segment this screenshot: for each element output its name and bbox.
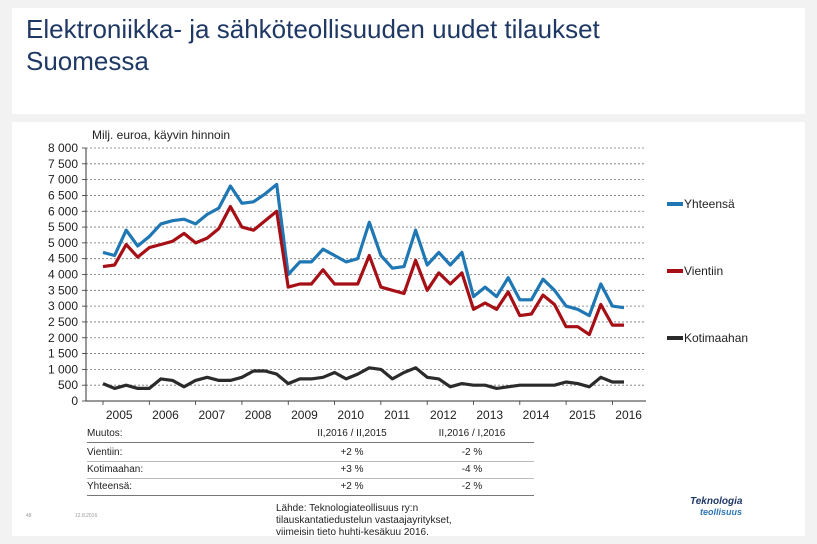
y-tick-label: 7 500 — [48, 157, 78, 171]
legend-label-kotimaahan: Kotimaahan — [684, 331, 748, 345]
x-tick-label: 2012 — [430, 408, 457, 422]
source-line1: Lähde: Teknologiateollisuus ry:n tilausk… — [276, 503, 452, 526]
y-tick-label: 6 000 — [48, 204, 78, 218]
table-row-col1: +3 % — [340, 464, 364, 475]
y-tick-label: 8 000 — [48, 141, 78, 155]
y-tick-label: 3 500 — [48, 283, 78, 297]
y-tick-label: 2 500 — [48, 315, 78, 329]
source-line2: viimeisin tieto huhti-kesäkuu 2016. — [276, 527, 429, 538]
legend-label-vientiin: Vientiin — [684, 264, 723, 278]
table-header-col1: II,2016 / II,2015 — [317, 428, 387, 439]
y-tick-label: 4 500 — [48, 252, 78, 266]
x-tick-label: 2011 — [384, 408, 410, 422]
x-tick-label: 2010 — [337, 408, 364, 422]
y-tick-label: 4 000 — [48, 268, 78, 282]
slide-date: 12.8.2016 — [75, 513, 98, 519]
source-note: Lähde: Teknologiateollisuus ry:n tilausk… — [276, 503, 496, 539]
company-logo: Teknologia teollisuus — [690, 496, 780, 520]
slide-title: Elektroniikka- ja sähköteollisuuden uude… — [26, 13, 786, 77]
legend-label-yhteens-: Yhteensä — [684, 197, 735, 211]
slide-title-line1: Elektroniikka- ja sähköteollisuuden uude… — [26, 14, 600, 44]
slide-title-line2: Suomessa — [26, 46, 149, 76]
x-tick-label: 2013 — [476, 408, 503, 422]
y-tick-label: 5 500 — [48, 220, 78, 234]
x-tick-label: 2009 — [291, 408, 318, 422]
table-header-row: Muutos: II,2016 / II,2015 II,2016 / I,20… — [87, 425, 534, 443]
logo-line2: teollisuus — [700, 507, 743, 517]
table-row-col2: -2 % — [461, 481, 483, 492]
table-row-label: Yhteensä: — [87, 481, 133, 492]
y-tick-label: 1 000 — [48, 362, 78, 376]
table-row-col1: +2 % — [340, 481, 364, 492]
series-line-yhteens- — [102, 182, 625, 318]
table-row-col2: -2 % — [461, 447, 483, 458]
y-tick-label: 5 000 — [48, 236, 78, 250]
y-tick-label: 3 000 — [48, 299, 78, 313]
y-tick-label: 6 500 — [48, 188, 78, 202]
x-tick-label: 2008 — [245, 408, 272, 422]
table-row-col2: -4 % — [461, 464, 483, 475]
x-tick-label: 2005 — [106, 408, 133, 422]
y-tick-label: 1 500 — [48, 347, 78, 361]
y-tick-label: 0 — [71, 394, 78, 408]
title-area — [12, 8, 805, 114]
page-number: 48 — [26, 513, 32, 519]
x-tick-label: 2006 — [152, 408, 179, 422]
table-row-label: Kotimaahan: — [87, 464, 144, 475]
table-row: Kotimaahan: +3 % -4 % — [87, 461, 534, 479]
table-row-col1: +2 % — [340, 447, 364, 458]
y-tick-label: 2 000 — [48, 331, 78, 345]
x-tick-label: 2007 — [198, 408, 225, 422]
x-tick-label: 2015 — [569, 408, 596, 422]
y-tick-label: 500 — [58, 378, 78, 392]
table-header-col2: II,2016 / I,2016 — [438, 428, 506, 439]
table-row-label: Vientiin: — [87, 447, 123, 458]
table-row: Yhteensä: +2 % -2 % — [87, 478, 534, 496]
table-header-label: Muutos: — [87, 428, 123, 439]
x-tick-label: 2016 — [615, 408, 642, 422]
y-tick-label: 7 000 — [48, 173, 78, 187]
chart-panel — [12, 122, 805, 536]
table-row: Vientiin: +2 % -2 % — [87, 444, 534, 462]
series-line-vientiin — [102, 204, 624, 337]
x-tick-label: 2014 — [523, 408, 550, 422]
series-line-kotimaahan — [102, 366, 624, 390]
logo-line1: Teknologia — [690, 496, 743, 507]
y-axis-label: Milj. euroa, käyvin hinnoin — [92, 128, 230, 142]
